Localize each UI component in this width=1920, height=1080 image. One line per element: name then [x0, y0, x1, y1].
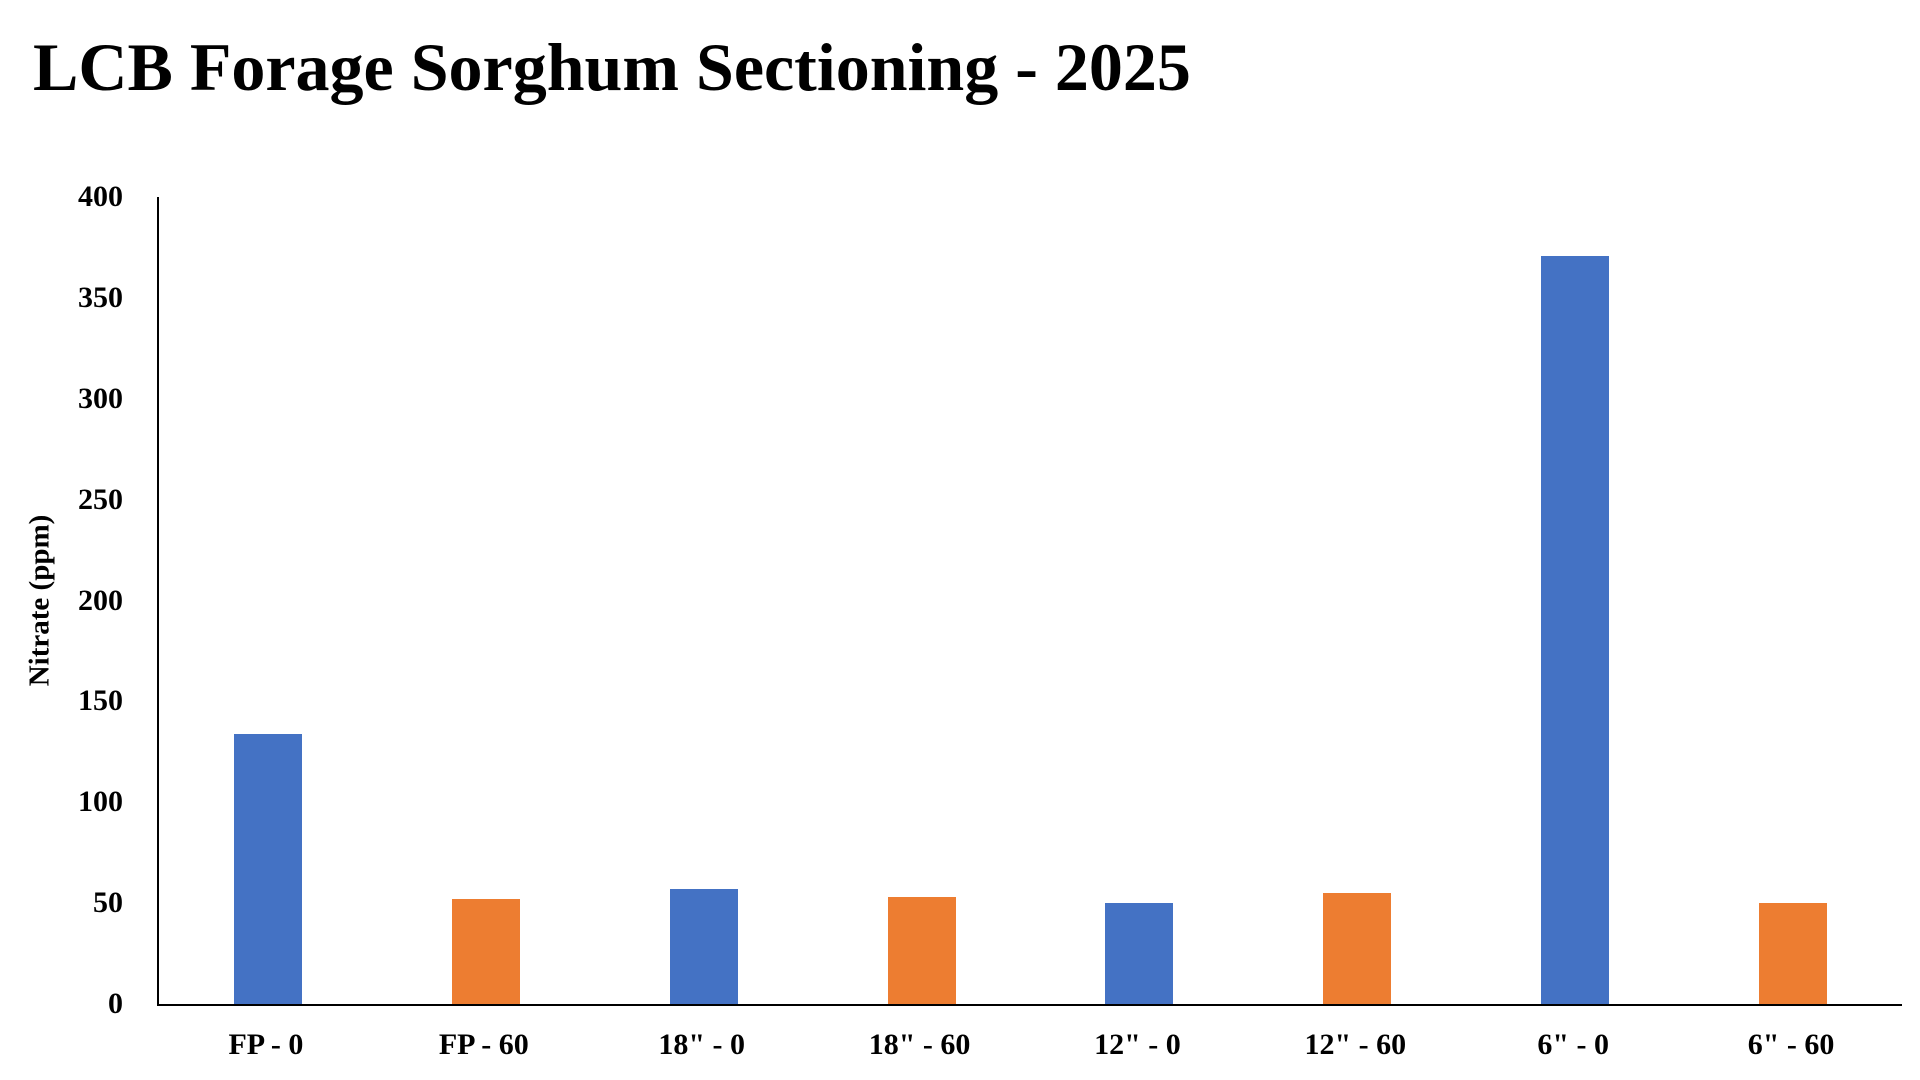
- y-tick-label: 250: [78, 482, 123, 516]
- x-tick-label: 6" - 0: [1537, 1028, 1610, 1061]
- bar: [1105, 903, 1174, 1004]
- y-tick-label: 100: [78, 785, 123, 819]
- x-tick-label: FP - 60: [438, 1028, 529, 1061]
- bar: [451, 899, 520, 1004]
- x-tick-label: 12" - 0: [1094, 1028, 1181, 1061]
- y-tick-label: 200: [78, 583, 123, 617]
- bar: [1323, 893, 1392, 1004]
- y-tick-label: 0: [108, 987, 123, 1020]
- chart-title: LCB Forage Sorghum Sectioning - 2025: [33, 29, 1191, 105]
- x-tick-label: 12" - 60: [1304, 1028, 1407, 1061]
- bar: [1759, 903, 1828, 1004]
- x-axis-tick-labels: FP - 0 FP - 60 18" - 0 18" - 60 12" - 0 12" -…: [157, 1022, 1900, 1067]
- y-axis-tick-labels: 0 50 100 150 200 250 300 350 400: [0, 182, 123, 1019]
- y-tick-label: 50: [93, 886, 123, 920]
- y-tick-label: 300: [78, 381, 123, 415]
- bar: [233, 733, 302, 1004]
- y-tick-label: 350: [78, 280, 123, 314]
- y-tick-label: 150: [78, 684, 123, 718]
- x-tick-label: FP - 0: [228, 1028, 304, 1061]
- plot-area: [157, 197, 1902, 1006]
- bar: [1541, 255, 1610, 1004]
- bar: [887, 897, 956, 1004]
- x-tick-label: 18" - 60: [868, 1028, 971, 1061]
- x-tick-label: 6" - 60: [1747, 1028, 1835, 1061]
- y-tick-label: 400: [78, 180, 123, 213]
- x-tick-label: 18" - 0: [658, 1028, 746, 1061]
- bar: [669, 889, 738, 1004]
